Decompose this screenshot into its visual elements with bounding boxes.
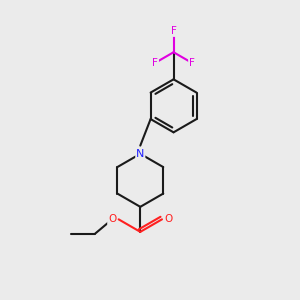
Text: F: F bbox=[189, 58, 195, 68]
Text: F: F bbox=[171, 26, 176, 36]
Text: N: N bbox=[136, 149, 145, 159]
Text: O: O bbox=[108, 214, 116, 224]
Text: F: F bbox=[152, 58, 158, 68]
Text: O: O bbox=[164, 214, 172, 224]
